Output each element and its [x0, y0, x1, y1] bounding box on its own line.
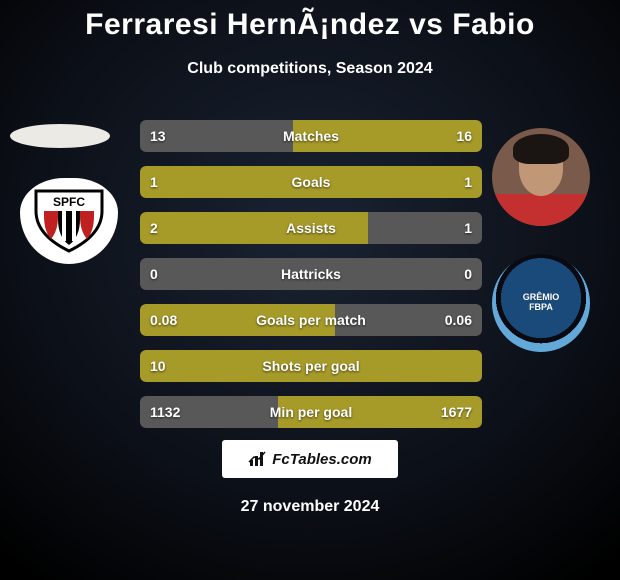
player1-avatar: [10, 124, 110, 148]
footer-chart-icon: [248, 450, 268, 468]
footer-brand-text: FcTables.com: [272, 451, 371, 468]
stat-label: Matches: [140, 120, 482, 152]
stat-row: 1316Matches: [140, 120, 482, 152]
stat-row: 11Goals: [140, 166, 482, 198]
date-text: 27 november 2024: [0, 498, 620, 516]
subtitle: Club competitions, Season 2024: [0, 60, 620, 78]
stat-label: Goals: [140, 166, 482, 198]
stats-bars: 1316Matches 11Goals 21Assists 00Hattricks 0.…: [140, 120, 482, 442]
club2-badge: GRÊMIO FBPA: [492, 254, 590, 352]
player2-avatar: [492, 128, 590, 226]
club2-badge-text: GRÊMIO FBPA: [523, 293, 560, 313]
stat-label: Hattricks: [140, 258, 482, 290]
club1-badge: SPFC: [20, 178, 118, 264]
stat-row: 00Hattricks: [140, 258, 482, 290]
footer-brand: FcTables.com: [222, 440, 398, 478]
stat-label: Goals per match: [140, 304, 482, 336]
stat-label: Assists: [140, 212, 482, 244]
stat-label: Min per goal: [140, 396, 482, 428]
stat-row: 0.080.06Goals per match: [140, 304, 482, 336]
svg-text:SPFC: SPFC: [53, 195, 85, 209]
page-title: Ferraresi HernÃ¡ndez vs Fabio: [0, 0, 620, 42]
stat-row: 21Assists: [140, 212, 482, 244]
stat-row: 10Shots per goal: [140, 350, 482, 382]
stat-row: 11321677Min per goal: [140, 396, 482, 428]
stat-label: Shots per goal: [140, 350, 482, 382]
